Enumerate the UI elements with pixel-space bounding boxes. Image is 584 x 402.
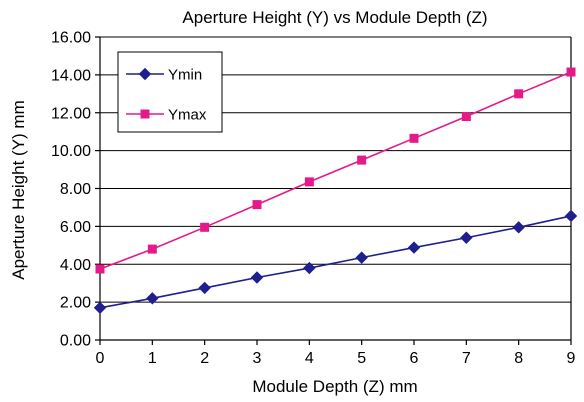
x-tick-label-8: 8: [514, 350, 523, 367]
plot-area: 0.00 2.00 4.00 6.00 8.00 10.00 12.00 14.00 16.00…: [51, 30, 578, 367]
point-ymax-2: [200, 222, 210, 232]
y-tick-label-3: 6.00: [60, 219, 91, 236]
x-tick-label-9: 9: [567, 350, 576, 367]
y-tick-label-0: 0.00: [60, 333, 91, 350]
point-ymin-9: [564, 209, 578, 223]
legend-marker-ymax: [140, 109, 150, 119]
y-tick-label-1: 2.00: [60, 295, 91, 312]
x-tick-label-0: 0: [96, 350, 105, 367]
legend-marker-ymin: [138, 67, 152, 81]
y-tick-label-7: 14.00: [51, 67, 91, 84]
x-tick-label-1: 1: [148, 350, 157, 367]
point-ymin-0: [93, 301, 107, 315]
series-line-ymax: [99, 71, 572, 270]
point-ymin-1: [146, 292, 159, 305]
chart-title: Aperture Height (Y) vs Module Depth (Z): [182, 8, 487, 27]
point-ymin-4: [303, 261, 316, 275]
point-ymin-3: [250, 271, 264, 284]
point-ymin-5: [355, 251, 368, 264]
point-ymax-9: [566, 67, 576, 77]
point-ymin-2: [198, 281, 211, 295]
y-axis-label: Aperture Height (Y) mm: [9, 100, 28, 280]
x-axis-label: Module Depth (Z) mm: [252, 377, 417, 396]
x-tick-label-6: 6: [410, 350, 419, 367]
y-tick-label-8: 16.00: [51, 30, 91, 47]
legend: Ymin Ymax: [117, 51, 223, 133]
series-line-ymin: [99, 215, 572, 309]
point-ymin-8: [512, 221, 525, 234]
x-tick-label-7: 7: [462, 350, 471, 367]
point-ymin-7: [460, 231, 473, 244]
point-ymax-1: [147, 244, 157, 254]
point-ymax-7: [461, 112, 471, 122]
y-tick-label-4: 8.00: [60, 181, 91, 198]
point-ymax-6: [409, 133, 419, 143]
point-ymax-4: [304, 177, 314, 187]
x-tick-label-5: 5: [357, 350, 366, 367]
y-tick-label-6: 12.00: [51, 105, 91, 122]
y-tick-label-5: 10.00: [51, 143, 91, 160]
legend-label-ymin: Ymin: [168, 67, 202, 84]
x-tick-label-4: 4: [305, 350, 314, 367]
x-tick-label-2: 2: [200, 350, 209, 367]
point-ymax-0: [95, 264, 105, 274]
point-ymax-8: [514, 89, 524, 99]
y-tick-label-2: 4.00: [60, 257, 91, 274]
point-ymax-5: [357, 155, 367, 165]
legend-box: [117, 51, 223, 133]
point-ymin-6: [407, 241, 421, 254]
point-ymax-3: [252, 200, 262, 210]
legend-label-ymax: Ymax: [168, 107, 207, 124]
x-tick-label-3: 3: [253, 350, 262, 367]
